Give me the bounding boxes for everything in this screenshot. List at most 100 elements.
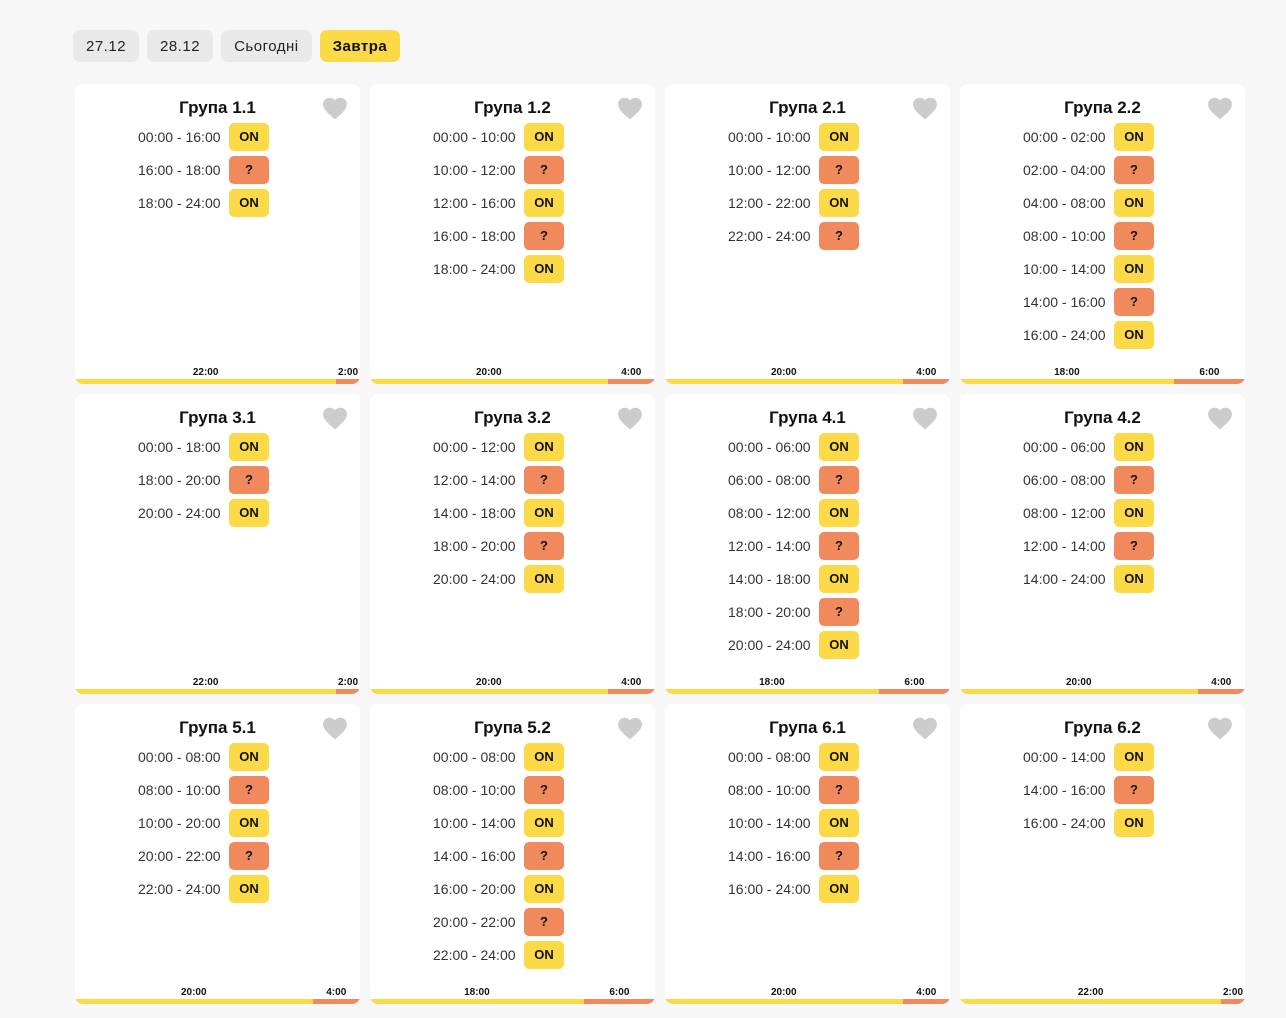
slot-list: 00:00 - 08:00 ON 08:00 - 10:00? 10:00 - 20:… [75,743,360,903]
unknown-segment: 6:00 [1173,367,1245,384]
status-on-badge: ON [229,809,269,837]
slot-row: 20:00 - 24:00 ON [138,499,269,527]
slot-time: 00:00 - 10:00 [433,129,516,145]
slot-row: 00:00 - 08:00 ON [433,743,564,771]
slot-row: 16:00 - 18:00? [433,222,564,250]
status-on-badge: ON [524,433,564,461]
slot-time: 16:00 - 24:00 [1023,815,1106,831]
heart-icon[interactable] [322,96,348,120]
on-segment: 20:00 [370,367,608,384]
slot-row: 20:00 - 22:00? [433,908,564,936]
date-tab[interactable]: 27.12 [73,30,140,62]
heart-icon[interactable] [912,406,938,430]
heart-icon[interactable] [1207,406,1233,430]
group-title: Група 5.1 [179,718,256,737]
heart-icon[interactable] [322,716,348,740]
slot-row: 18:00 - 20:00? [728,598,859,626]
date-tab[interactable]: Завтра [319,30,401,62]
group-card: Група 5.2 00:00 - 08:00 ON 08:00 - 10:00? 10… [370,704,655,1004]
date-tab[interactable]: 28.12 [147,30,214,62]
slot-time: 00:00 - 10:00 [728,129,811,145]
slot-time: 00:00 - 08:00 [433,749,516,765]
slot-row: 16:00 - 18:00? [138,156,269,184]
slot-time: 00:00 - 08:00 [138,749,221,765]
on-segment: 22:00 [960,987,1222,1004]
status-on-badge: ON [1114,255,1154,283]
status-on-badge: ON [524,123,564,151]
slot-time: 16:00 - 24:00 [1023,327,1106,343]
slot-time: 10:00 - 20:00 [138,815,221,831]
slot-row: 00:00 - 10:00 ON [433,123,564,151]
slot-row: 00:00 - 10:00 ON [728,123,859,151]
status-on-badge: ON [524,255,564,283]
slot-time: 14:00 - 18:00 [728,571,811,587]
heart-icon[interactable] [617,96,643,120]
status-on-badge: ON [524,875,564,903]
slot-row: 22:00 - 24:00 ON [138,875,269,903]
slot-row: 10:00 - 14:00 ON [1023,255,1154,283]
unknown-hours-label: 4:00 [916,987,937,998]
slot-time: 00:00 - 14:00 [1023,749,1106,765]
status-unknown-badge: ? [1114,156,1154,184]
on-hours-label: 22:00 [192,367,219,378]
summary-bar: 18:00 6:00 [370,987,655,1004]
slot-time: 00:00 - 16:00 [138,129,221,145]
on-hours-label: 22:00 [1077,987,1104,998]
heart-icon[interactable] [912,716,938,740]
group-title: Група 3.2 [474,408,551,427]
slot-time: 00:00 - 18:00 [138,439,221,455]
slot-time: 14:00 - 16:00 [1023,294,1106,310]
unknown-segment: 2:00 [1221,987,1245,1004]
slot-row: 00:00 - 18:00 ON [138,433,269,461]
slot-row: 14:00 - 16:00? [433,842,564,870]
slot-time: 10:00 - 12:00 [433,162,516,178]
unknown-hours-label: 4:00 [326,987,347,998]
unknown-hours-label: 6:00 [904,677,925,688]
slot-list: 00:00 - 08:00 ON 08:00 - 10:00? 10:00 - 14:… [370,743,655,969]
slot-row: 06:00 - 08:00? [728,466,859,494]
status-unknown-badge: ? [1114,776,1154,804]
heart-icon[interactable] [322,406,348,430]
slot-time: 08:00 - 10:00 [728,782,811,798]
slot-time: 20:00 - 24:00 [728,637,811,653]
on-segment: 20:00 [370,677,608,694]
slot-list: 00:00 - 08:00 ON 08:00 - 10:00? 10:00 - 14:… [665,743,950,903]
status-unknown-badge: ? [819,842,859,870]
heart-icon[interactable] [617,716,643,740]
status-on-badge: ON [819,565,859,593]
unknown-segment: 4:00 [607,367,655,384]
slot-row: 18:00 - 20:00? [433,532,564,560]
status-on-badge: ON [229,189,269,217]
status-unknown-badge: ? [524,842,564,870]
slot-row: 00:00 - 06:00 ON [1023,433,1154,461]
slot-time: 16:00 - 18:00 [433,228,516,244]
status-on-badge: ON [819,123,859,151]
status-on-badge: ON [819,631,859,659]
slot-row: 16:00 - 24:00 ON [1023,809,1154,837]
on-segment: 22:00 [75,367,337,384]
status-on-badge: ON [229,875,269,903]
status-on-badge: ON [229,743,269,771]
status-unknown-badge: ? [229,776,269,804]
heart-icon[interactable] [617,406,643,430]
slot-list: 00:00 - 10:00 ON 10:00 - 12:00? 12:00 - 22:… [665,123,950,250]
slot-time: 22:00 - 24:00 [728,228,811,244]
group-card: Група 3.2 00:00 - 12:00 ON 12:00 - 14:00? 14… [370,394,655,694]
heart-icon[interactable] [1207,96,1233,120]
slot-row: 18:00 - 24:00 ON [138,189,269,217]
slot-time: 20:00 - 24:00 [138,505,221,521]
date-tab[interactable]: Сьогодні [221,30,312,62]
slot-row: 12:00 - 22:00 ON [728,189,859,217]
unknown-segment: 4:00 [1197,677,1245,694]
summary-bar: 22:00 2:00 [75,677,360,694]
slot-row: 14:00 - 24:00 ON [1023,565,1154,593]
group-title: Група 3.1 [179,408,256,427]
heart-icon[interactable] [912,96,938,120]
group-title: Група 6.2 [1064,718,1141,737]
slot-time: 00:00 - 06:00 [728,439,811,455]
heart-icon[interactable] [1207,716,1233,740]
group-title: Група 5.2 [474,718,551,737]
slot-time: 12:00 - 14:00 [728,538,811,554]
status-unknown-badge: ? [1114,222,1154,250]
slot-row: 10:00 - 14:00 ON [433,809,564,837]
